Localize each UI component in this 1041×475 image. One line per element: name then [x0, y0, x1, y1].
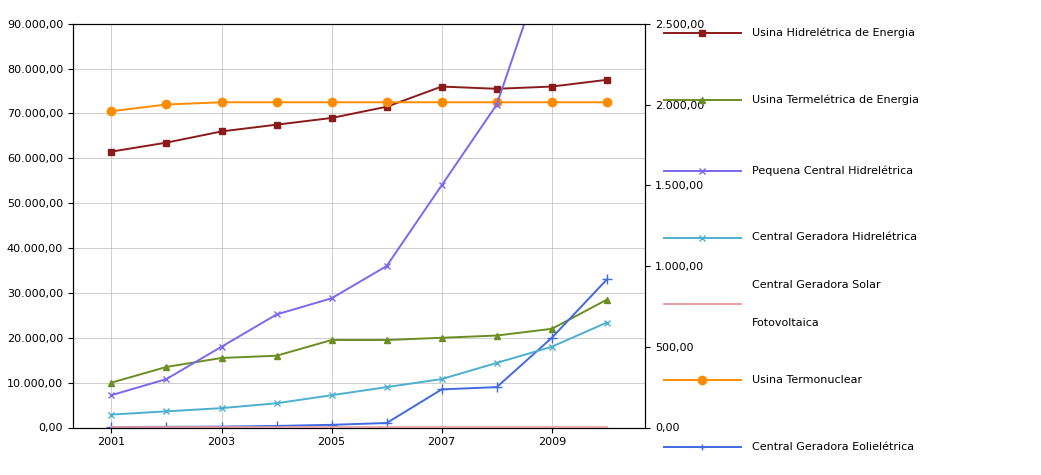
- Usina Termelétrica de Energia: [105, 380, 118, 386]
- Central Geradora Hidrelétrica: [160, 408, 173, 414]
- Central Geradora Solar
Fotovoltaica: [601, 424, 613, 430]
- Central Geradora Eolielétrica: [601, 276, 613, 282]
- Text: Usina Hidrelétrica de Energia: Usina Hidrelétrica de Energia: [752, 28, 915, 38]
- Line: Usina Termonuclear: Usina Termonuclear: [107, 98, 611, 115]
- Central Geradora Solar
Fotovoltaica: [215, 424, 228, 430]
- Central Geradora Solar
Fotovoltaica: [545, 424, 558, 430]
- Usina Termelétrica de Energia: [380, 337, 392, 343]
- Central Geradora Hidrelétrica: [271, 400, 283, 406]
- Central Geradora Hidrelétrica: [380, 384, 392, 390]
- Usina Termelétrica de Energia: [160, 364, 173, 370]
- Usina Termelétrica de Energia: [545, 326, 558, 332]
- Usina Termelétrica de Energia: [435, 335, 448, 341]
- Usina Termelétrica de Energia: [271, 353, 283, 359]
- Usina Hidrelétrica de Energia: [490, 86, 503, 92]
- Pequena Central Hidrelétrica: [435, 182, 448, 188]
- Usina Termonuclear: [160, 102, 173, 107]
- Central Geradora Eolielétrica: [490, 384, 503, 390]
- Usina Termonuclear: [215, 99, 228, 105]
- Pequena Central Hidrelétrica: [105, 392, 118, 398]
- Pequena Central Hidrelétrica: [326, 295, 338, 301]
- Text: Central Geradora Hidrelétrica: Central Geradora Hidrelétrica: [752, 232, 917, 243]
- Central Geradora Hidrelétrica: [601, 320, 613, 325]
- Text: Central Geradora Eolielétrica: Central Geradora Eolielétrica: [752, 441, 914, 452]
- Usina Hidrelétrica de Energia: [380, 104, 392, 110]
- Text: Fotovoltaica: Fotovoltaica: [752, 318, 820, 328]
- Central Geradora Solar
Fotovoltaica: [435, 424, 448, 430]
- Line: Usina Hidrelétrica de Energia: Usina Hidrelétrica de Energia: [108, 76, 610, 155]
- Text: Usina Termonuclear: Usina Termonuclear: [752, 375, 862, 385]
- Central Geradora Eolielétrica: [271, 423, 283, 429]
- Central Geradora Hidrelétrica: [326, 392, 338, 398]
- Usina Hidrelétrica de Energia: [160, 140, 173, 145]
- Usina Hidrelétrica de Energia: [545, 84, 558, 89]
- Central Geradora Hidrelétrica: [105, 412, 118, 418]
- Pequena Central Hidrelétrica: [271, 312, 283, 317]
- Line: Usina Termelétrica de Energia: Usina Termelétrica de Energia: [108, 296, 610, 386]
- Usina Termonuclear: [380, 99, 392, 105]
- Central Geradora Solar
Fotovoltaica: [271, 424, 283, 430]
- Usina Termelétrica de Energia: [490, 332, 503, 338]
- Usina Termonuclear: [490, 99, 503, 105]
- Usina Termelétrica de Energia: [326, 337, 338, 343]
- Usina Hidrelétrica de Energia: [435, 84, 448, 89]
- Pequena Central Hidrelétrica: [380, 263, 392, 269]
- Pequena Central Hidrelétrica: [490, 102, 503, 107]
- Pequena Central Hidrelétrica: [215, 344, 228, 350]
- Text: Central Geradora Solar: Central Geradora Solar: [752, 280, 881, 290]
- Text: Pequena Central Hidrelétrica: Pequena Central Hidrelétrica: [752, 166, 913, 176]
- Central Geradora Solar
Fotovoltaica: [490, 424, 503, 430]
- Central Geradora Eolielétrica: [105, 424, 118, 430]
- Central Geradora Eolielétrica: [326, 422, 338, 428]
- Line: Central Geradora Eolielétrica: Central Geradora Eolielétrica: [106, 275, 612, 432]
- Line: Pequena Central Hidrelétrica: Pequena Central Hidrelétrica: [108, 0, 610, 399]
- Central Geradora Solar
Fotovoltaica: [326, 424, 338, 430]
- Central Geradora Solar
Fotovoltaica: [380, 424, 392, 430]
- Central Geradora Solar
Fotovoltaica: [160, 424, 173, 430]
- Line: Central Geradora Hidrelétrica: Central Geradora Hidrelétrica: [108, 319, 610, 418]
- Usina Hidrelétrica de Energia: [271, 122, 283, 127]
- Usina Termonuclear: [326, 99, 338, 105]
- Usina Termonuclear: [105, 108, 118, 114]
- Text: Usina Termelétrica de Energia: Usina Termelétrica de Energia: [752, 95, 919, 105]
- Usina Termelétrica de Energia: [215, 355, 228, 361]
- Central Geradora Eolielétrica: [215, 424, 228, 429]
- Usina Hidrelétrica de Energia: [326, 115, 338, 121]
- Usina Hidrelétrica de Energia: [215, 129, 228, 134]
- Central Geradora Hidrelétrica: [490, 360, 503, 366]
- Usina Termelétrica de Energia: [601, 297, 613, 303]
- Pequena Central Hidrelétrica: [160, 376, 173, 382]
- Central Geradora Eolielétrica: [435, 387, 448, 392]
- Central Geradora Eolielétrica: [380, 420, 392, 426]
- Usina Hidrelétrica de Energia: [601, 77, 613, 83]
- Central Geradora Hidrelétrica: [435, 376, 448, 382]
- Central Geradora Hidrelétrica: [215, 405, 228, 411]
- Usina Termonuclear: [271, 99, 283, 105]
- Central Geradora Hidrelétrica: [545, 344, 558, 350]
- Central Geradora Eolielétrica: [545, 335, 558, 341]
- Central Geradora Eolielétrica: [160, 424, 173, 430]
- Usina Termonuclear: [435, 99, 448, 105]
- Usina Termonuclear: [601, 99, 613, 105]
- Usina Termonuclear: [545, 99, 558, 105]
- Central Geradora Solar
Fotovoltaica: [105, 424, 118, 430]
- Usina Hidrelétrica de Energia: [105, 149, 118, 154]
